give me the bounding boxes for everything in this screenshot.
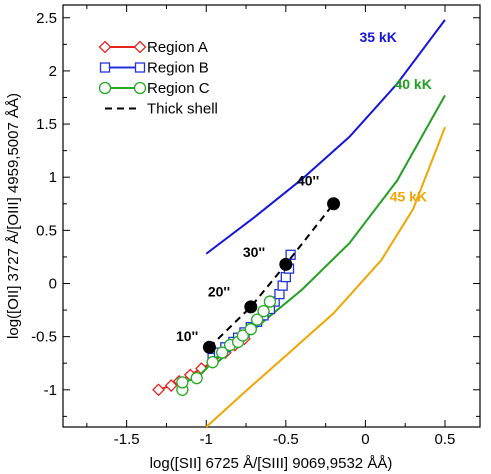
y-tick-label: 0.5 [36, 222, 57, 239]
thick-shell-point [279, 257, 293, 271]
legend-label: Thick shell [147, 101, 218, 118]
model-curve-label: 40 kK [394, 76, 431, 92]
model-curve-label: 45 kK [390, 189, 427, 205]
x-axis-label: log([SII] 6725 Å/[SIII] 9069,9532 ÅÅ) [150, 455, 393, 472]
data-point [190, 371, 203, 385]
data-point [263, 295, 277, 308]
data-point [176, 376, 189, 389]
x-tick-label: -1.5 [114, 431, 140, 448]
data-point [152, 383, 165, 397]
thick-shell-point [244, 300, 258, 314]
data-point [285, 249, 296, 260]
data-point [98, 40, 112, 54]
data-point [244, 323, 257, 336]
legend: Region A Region B Region C Thick shell [98, 39, 218, 118]
x-tick-label: -1 [200, 431, 213, 448]
legend-label: Region B [147, 60, 209, 77]
plot-frame [62, 4, 481, 428]
legend-label: Region C [147, 80, 210, 97]
thick-shell-label: 10'' [176, 328, 198, 344]
model-curve-label: 35 kK [359, 29, 396, 45]
data-point [257, 304, 270, 318]
thick-shell-label: 40'' [297, 173, 319, 189]
series-line [208, 203, 335, 348]
y-tick-label: 0 [49, 275, 57, 292]
data-point [216, 346, 229, 359]
data-point [280, 271, 291, 283]
y-axis-label: log([OII] 3727 Å/[OIII] 4959,5007 ÅÅ) [5, 93, 22, 339]
thick-shell-label: 30'' [243, 244, 265, 260]
axes: -1.5 -1 -0.5 0 0.5 -1 -0.5 0 0.5 1 1.5 2 2.5 [31, 5, 480, 448]
y-tick-label: 2 [49, 63, 57, 80]
y-tick-label: 2.5 [36, 10, 57, 27]
y-tick-label: 1.5 [36, 116, 57, 133]
legend-label: Region A [147, 39, 208, 56]
model-curve [205, 126, 446, 428]
thick-shell-point [327, 197, 341, 211]
data-point [133, 40, 147, 54]
x-tick-label: -0.5 [273, 431, 299, 448]
data-point [277, 280, 288, 291]
data-point [134, 62, 146, 73]
y-tick-label: 1 [49, 169, 57, 186]
model-curve [205, 19, 446, 255]
data-series [152, 197, 341, 397]
thick-shell-label: 20'' [208, 283, 230, 299]
y-tick-label: -1 [44, 382, 57, 399]
data-point [236, 329, 250, 342]
x-tick-label: 0.5 [435, 431, 456, 448]
data-point [99, 62, 111, 73]
data-point [206, 356, 219, 369]
annotations: 10'' 20'' 30'' 40'' 35 kK 40 kK 45 kK [176, 29, 432, 344]
data-point [133, 81, 147, 95]
data-point [251, 313, 264, 326]
x-tick-label: 0 [361, 431, 369, 448]
data-point [164, 379, 178, 392]
y-tick-label: -0.5 [31, 329, 57, 346]
data-point [274, 288, 285, 300]
thick-shell-point [202, 340, 216, 354]
data-point [98, 81, 112, 95]
